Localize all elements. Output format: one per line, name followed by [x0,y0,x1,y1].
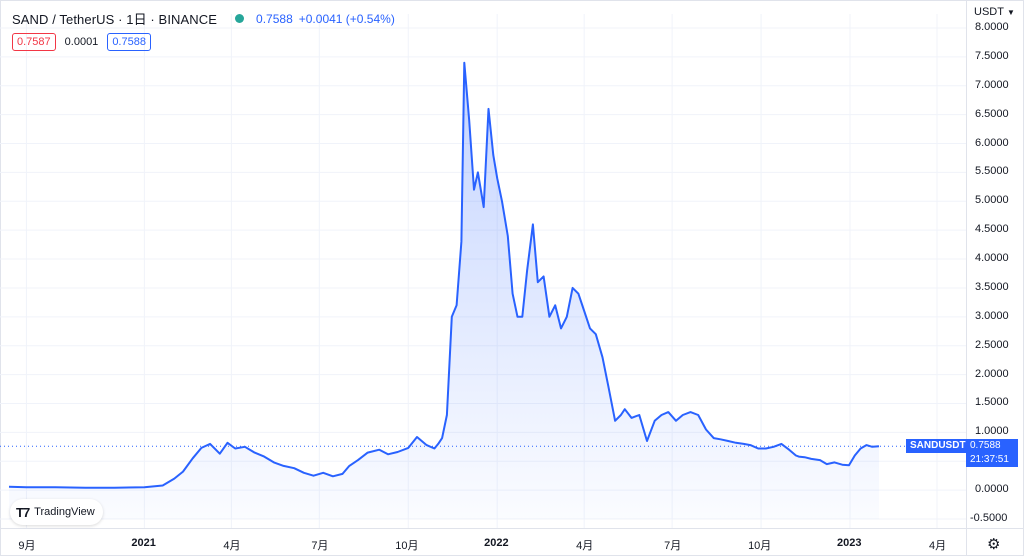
price-axis-label: 6.0000 [975,136,1009,149]
price-axis-label: 3.0000 [975,309,1009,322]
sell-price-button[interactable]: 0.7587 [12,33,56,51]
price-axis-label: 2.5000 [975,338,1009,351]
spread-value: 0.0001 [64,36,99,48]
current-price-value: 0.7588 [970,440,1001,451]
symbol-price-tag: SANDUSDT [906,439,970,453]
price-change: +0.0041 (+0.54%) [298,11,395,26]
series-line [8,61,880,489]
time-axis-label: 4月 [576,540,594,552]
bar-countdown: 21:37:51 [970,454,1009,465]
price-axis-label: 7.0000 [975,78,1009,91]
time-axis-label: 9月 [18,540,36,552]
price-axis-label: 4.5000 [975,223,1009,236]
current-price-tag: 0.7588 21:37:51 [966,439,1018,467]
gear-icon[interactable]: ⚙ [987,536,1001,553]
price-axis-label: 3.5000 [975,280,1009,293]
logo-text: TradingView [34,506,95,518]
time-axis-label: 7月 [311,540,329,552]
series-area-fill [9,62,879,519]
price-axis-label: -0.5000 [970,512,1008,524]
buy-price-button[interactable]: 0.7588 [107,33,151,51]
symbol-header: SAND / TetherUS · 1日 · BINANCE 0.7588 +0… [12,9,395,28]
last-price: 0.7588 [256,11,293,26]
time-axis-label: 7月 [664,540,682,552]
chevron-down-icon: ▼ [1006,7,1015,17]
currency-label: USDT [974,6,1004,18]
time-axis-label: 10月 [748,540,772,552]
price-axis-label: 4.0000 [975,252,1009,265]
price-axis-label: 5.5000 [975,165,1009,178]
time-axis-label: 4月 [223,540,241,552]
time-axis-label: 10月 [395,540,419,552]
tradingview-logo[interactable]: T7 TradingView [10,499,103,525]
symbol-title[interactable]: SAND / TetherUS · 1日 · BINANCE [12,12,218,27]
price-axis-label: 8.0000 [975,21,1009,33]
price-axis-label: 1.5000 [975,396,1009,409]
tradingview-logo-icon: T7 [16,504,30,520]
price-axis-label: 2.0000 [975,367,1009,380]
price-axis-label: 5.0000 [975,194,1009,207]
price-axis-label: 7.5000 [975,49,1009,62]
market-status-dot-icon [235,14,245,23]
price-axis-label: 1.0000 [975,425,1009,438]
time-axis-label: 2023 [837,537,862,549]
quote-boxes: 0.7587 0.0001 0.7588 [12,33,151,51]
price-axis-label: 6.5000 [975,107,1009,120]
time-axis-label: 4月 [929,540,947,552]
currency-selector[interactable]: USDT ▼ [974,6,1015,18]
price-axis-label: 0.0000 [975,483,1009,496]
time-axis-label: 2022 [484,537,509,549]
time-axis-label: 2021 [131,537,156,549]
